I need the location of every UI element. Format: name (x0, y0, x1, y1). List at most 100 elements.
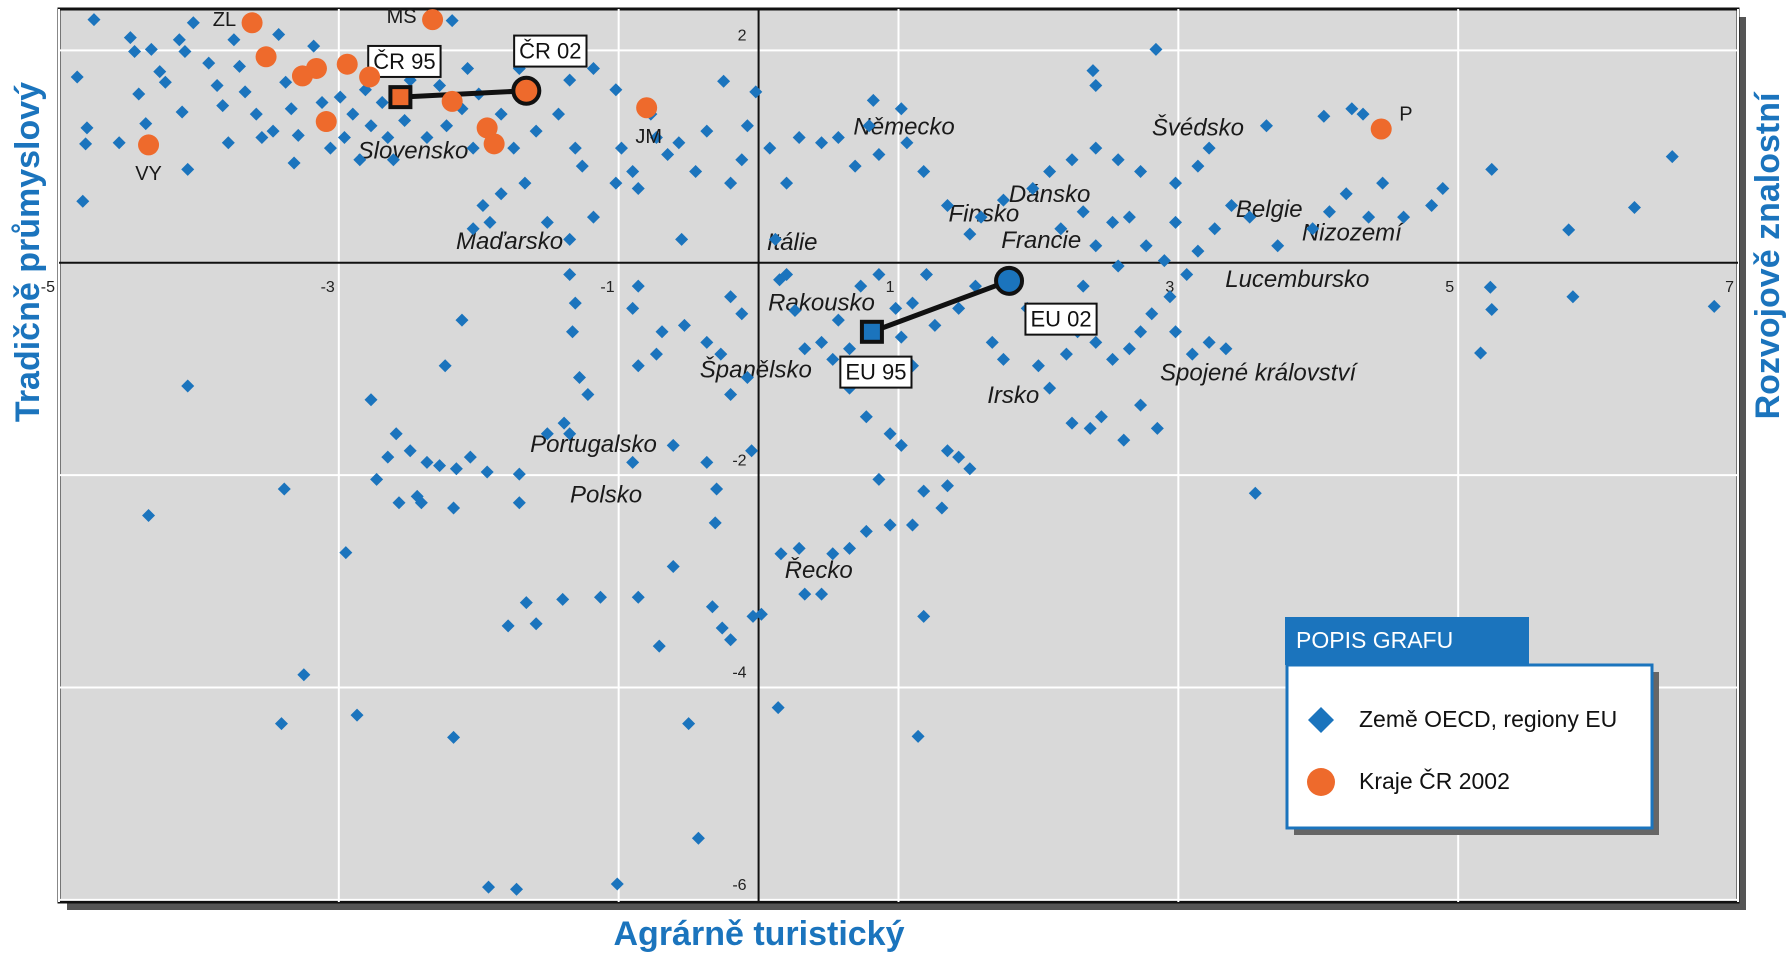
point (1566, 290, 1580, 304)
point (940, 479, 954, 493)
path-label: EU 95 (845, 360, 906, 385)
point (1157, 254, 1171, 268)
point (963, 227, 977, 241)
point (996, 352, 1010, 366)
point (815, 136, 829, 150)
point (507, 141, 521, 155)
point (1150, 421, 1164, 435)
point (689, 164, 703, 178)
annotation: Rakousko (768, 290, 875, 317)
point (501, 619, 515, 633)
point (649, 130, 663, 144)
point (963, 462, 977, 476)
point (210, 78, 224, 92)
point (483, 133, 505, 155)
point (123, 31, 137, 45)
label-box (839, 355, 913, 389)
point (905, 518, 919, 532)
point (563, 267, 577, 281)
point (563, 232, 577, 246)
point (626, 301, 640, 315)
point (568, 296, 582, 310)
point (710, 482, 724, 496)
point (1219, 342, 1233, 356)
point (277, 482, 291, 496)
point (631, 181, 645, 195)
point (917, 484, 931, 498)
point (1376, 176, 1390, 190)
point (144, 42, 158, 56)
label-box (513, 34, 588, 68)
point (826, 547, 840, 561)
point (974, 210, 988, 224)
point (609, 83, 623, 97)
point (80, 121, 94, 135)
point (715, 621, 729, 635)
point (512, 496, 526, 510)
point (672, 136, 686, 150)
point (158, 75, 172, 89)
point (666, 438, 680, 452)
x-tick-label: 3 (1165, 279, 1174, 296)
point (1317, 109, 1331, 123)
point (518, 176, 532, 190)
point (631, 359, 645, 373)
annotation: Spojené království (1160, 360, 1358, 387)
point (438, 359, 452, 373)
point (138, 134, 160, 156)
point (1707, 299, 1721, 313)
point (1106, 352, 1120, 366)
point (894, 330, 908, 344)
point (593, 590, 607, 604)
point (1306, 222, 1320, 236)
point (610, 877, 624, 891)
point (1169, 325, 1183, 339)
point (375, 95, 389, 109)
point (132, 87, 146, 101)
point (714, 347, 728, 361)
point (552, 107, 566, 121)
point (1191, 159, 1205, 173)
point (1191, 244, 1205, 258)
point (381, 450, 395, 464)
y-tick-label: -4 (732, 665, 746, 682)
point (768, 232, 782, 246)
point (735, 153, 749, 167)
y2-axis-title: Rozvojově znalostní (1749, 91, 1787, 419)
point (476, 198, 490, 212)
point (636, 97, 658, 119)
point (1345, 102, 1359, 116)
point (227, 33, 241, 47)
point (153, 65, 167, 79)
x-axis-title: Agrárně turistický (614, 915, 905, 953)
boxed-label: EU 95 (839, 355, 913, 389)
point (700, 335, 714, 349)
point (449, 462, 463, 476)
point (359, 66, 381, 88)
point (565, 325, 579, 339)
point (928, 318, 942, 332)
point (307, 39, 321, 53)
point (666, 559, 680, 573)
point (232, 59, 246, 73)
point (433, 459, 447, 473)
point (519, 596, 533, 610)
point (1076, 279, 1090, 293)
point (1322, 205, 1336, 219)
point (774, 547, 788, 561)
point (494, 107, 508, 121)
point (614, 141, 628, 155)
point (749, 85, 763, 99)
point (1185, 347, 1199, 361)
point (241, 12, 263, 34)
legend-header (1285, 617, 1529, 665)
x-tick-label: 1 (886, 279, 895, 296)
point (398, 113, 412, 127)
point-label: ZL (213, 9, 236, 31)
point (586, 210, 600, 224)
point (476, 117, 498, 139)
point (883, 427, 897, 441)
point (272, 27, 286, 41)
point (346, 107, 360, 121)
point (284, 102, 298, 116)
